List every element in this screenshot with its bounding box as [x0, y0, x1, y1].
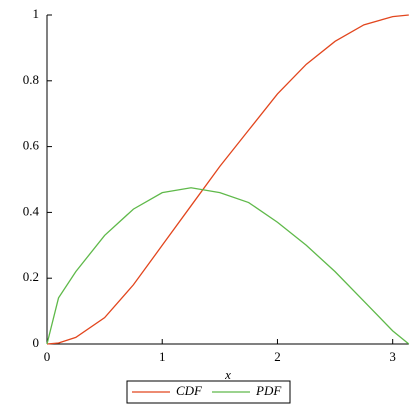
y-tick-label: 0 [33, 335, 40, 350]
x-tick-label: 3 [389, 349, 396, 364]
x-axis-label: x [224, 367, 231, 382]
y-tick-label: 0.2 [23, 269, 39, 284]
legend-label: PDF [255, 383, 282, 398]
y-tick-label: 0.8 [23, 72, 39, 87]
y-tick-label: 0.4 [23, 203, 40, 218]
legend-label: CDF [176, 383, 203, 398]
x-tick-label: 0 [44, 349, 51, 364]
line [46, 14, 409, 345]
x-tick-label: 2 [274, 349, 281, 364]
y-tick-label: 0.6 [23, 138, 40, 153]
legend-box [126, 380, 291, 404]
line [46, 187, 410, 345]
x-tick-label: 1 [159, 349, 166, 364]
y-tick-label: 1 [33, 6, 40, 21]
